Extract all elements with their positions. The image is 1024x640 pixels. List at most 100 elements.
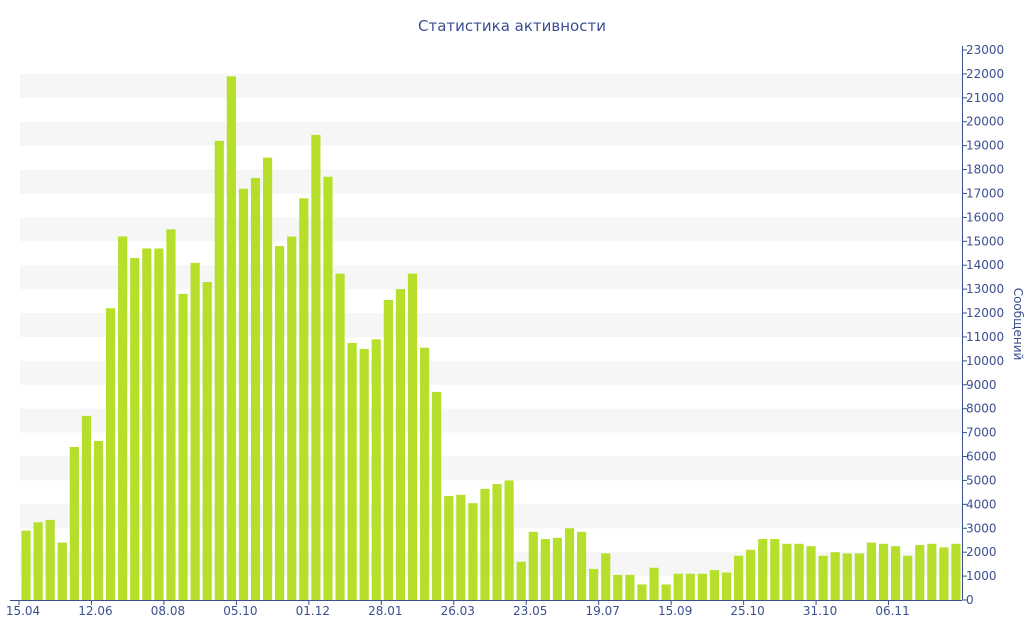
bar [480, 488, 490, 600]
bar [673, 573, 683, 600]
bar [419, 347, 430, 600]
bar [105, 308, 116, 600]
y-tick-label: 2000 [966, 545, 997, 559]
bar [287, 236, 297, 600]
y-axis-title: Сообщений [1011, 288, 1024, 361]
y-tick-label: 18000 [966, 163, 1004, 177]
bar [214, 140, 224, 600]
bar [444, 495, 454, 600]
bar [613, 574, 623, 600]
y-tick-label: 23000 [966, 43, 1004, 57]
bar [69, 446, 79, 600]
y-tick-label: 5000 [966, 473, 997, 487]
grid-band [20, 217, 962, 242]
bar [903, 555, 913, 600]
y-tick-label: 12000 [966, 306, 1004, 320]
y-tick-label: 20000 [966, 115, 1004, 129]
grid-band [20, 73, 962, 98]
bar-series [21, 76, 961, 601]
bar [709, 570, 720, 600]
y-tick-label: 14000 [966, 258, 1004, 272]
y-tick-label: 17000 [966, 186, 1004, 200]
bar [275, 246, 285, 600]
bar [45, 519, 55, 600]
bar [697, 573, 707, 600]
bar [142, 248, 152, 601]
bar [818, 555, 828, 600]
grid-band [20, 169, 962, 194]
bar [335, 273, 345, 600]
bar [649, 567, 659, 600]
bar [504, 480, 514, 600]
y-tick-label: 19000 [966, 139, 1004, 153]
bar [830, 552, 840, 600]
y-tick-label: 3000 [966, 521, 997, 535]
x-tick-label: 05.10 [223, 604, 257, 618]
y-tick-label: 21000 [966, 91, 1004, 105]
y-tick-label: 16000 [966, 210, 1004, 224]
bar [21, 530, 31, 600]
bar [166, 229, 176, 600]
bar [262, 157, 273, 601]
bar [359, 348, 369, 600]
y-tick-label: 9000 [966, 378, 997, 392]
bar [806, 546, 816, 600]
bar [601, 553, 611, 600]
bar [383, 299, 393, 600]
bar [202, 281, 212, 600]
y-tick-label: 6000 [966, 450, 997, 464]
y-tick-label: 22000 [966, 67, 1004, 81]
bar [770, 539, 780, 600]
x-tick-label: 15.09 [658, 604, 692, 618]
y-tick-label: 1000 [966, 569, 997, 583]
y-tick-label: 4000 [966, 497, 997, 511]
x-tick-label: 23.05 [513, 604, 547, 618]
bar [347, 342, 357, 600]
y-tick-label: 11000 [966, 330, 1004, 344]
bar [468, 503, 478, 600]
bar [866, 542, 877, 600]
bar [118, 236, 128, 600]
x-tick-label: 25.10 [730, 604, 764, 618]
bar [516, 561, 526, 600]
x-axis-ticks: 15.04 12.06 08.08 05.10 01.12 28.01 26.03 23.05… [6, 600, 910, 618]
x-tick-label: 06.11 [875, 604, 909, 618]
bar [625, 574, 635, 600]
bar [890, 546, 901, 600]
bar [842, 553, 852, 600]
bar [746, 549, 756, 600]
bar [81, 415, 92, 600]
x-tick-label: 15.04 [6, 604, 40, 618]
bar [733, 555, 744, 600]
bar [456, 494, 466, 600]
bar [552, 537, 563, 600]
bar [576, 531, 587, 600]
bar [311, 134, 321, 600]
bar [57, 542, 67, 600]
bar [915, 545, 925, 600]
x-tick-label: 31.10 [803, 604, 837, 618]
bar [93, 440, 104, 600]
y-axis-ticks: 0 1000 2000 3000 4000 5000 6000 7000 8000 9000 100… [962, 43, 1004, 607]
bar [250, 177, 261, 600]
x-tick-label: 01.12 [296, 604, 330, 618]
grid-band [20, 121, 962, 146]
y-tick-label: 7000 [966, 426, 997, 440]
bar [685, 573, 695, 600]
bar [878, 543, 889, 600]
bar [564, 528, 575, 600]
y-tick-label: 0 [966, 593, 974, 607]
y-tick-label: 15000 [966, 234, 1004, 248]
bar [154, 248, 164, 601]
bar [758, 539, 768, 600]
x-tick-label: 08.08 [151, 604, 185, 618]
bar [782, 543, 792, 600]
y-tick-label: 8000 [966, 402, 997, 416]
bar [637, 584, 647, 600]
bar [407, 273, 418, 600]
bar [395, 289, 406, 600]
bar [854, 553, 864, 600]
bar [33, 522, 43, 600]
bar [130, 258, 140, 600]
